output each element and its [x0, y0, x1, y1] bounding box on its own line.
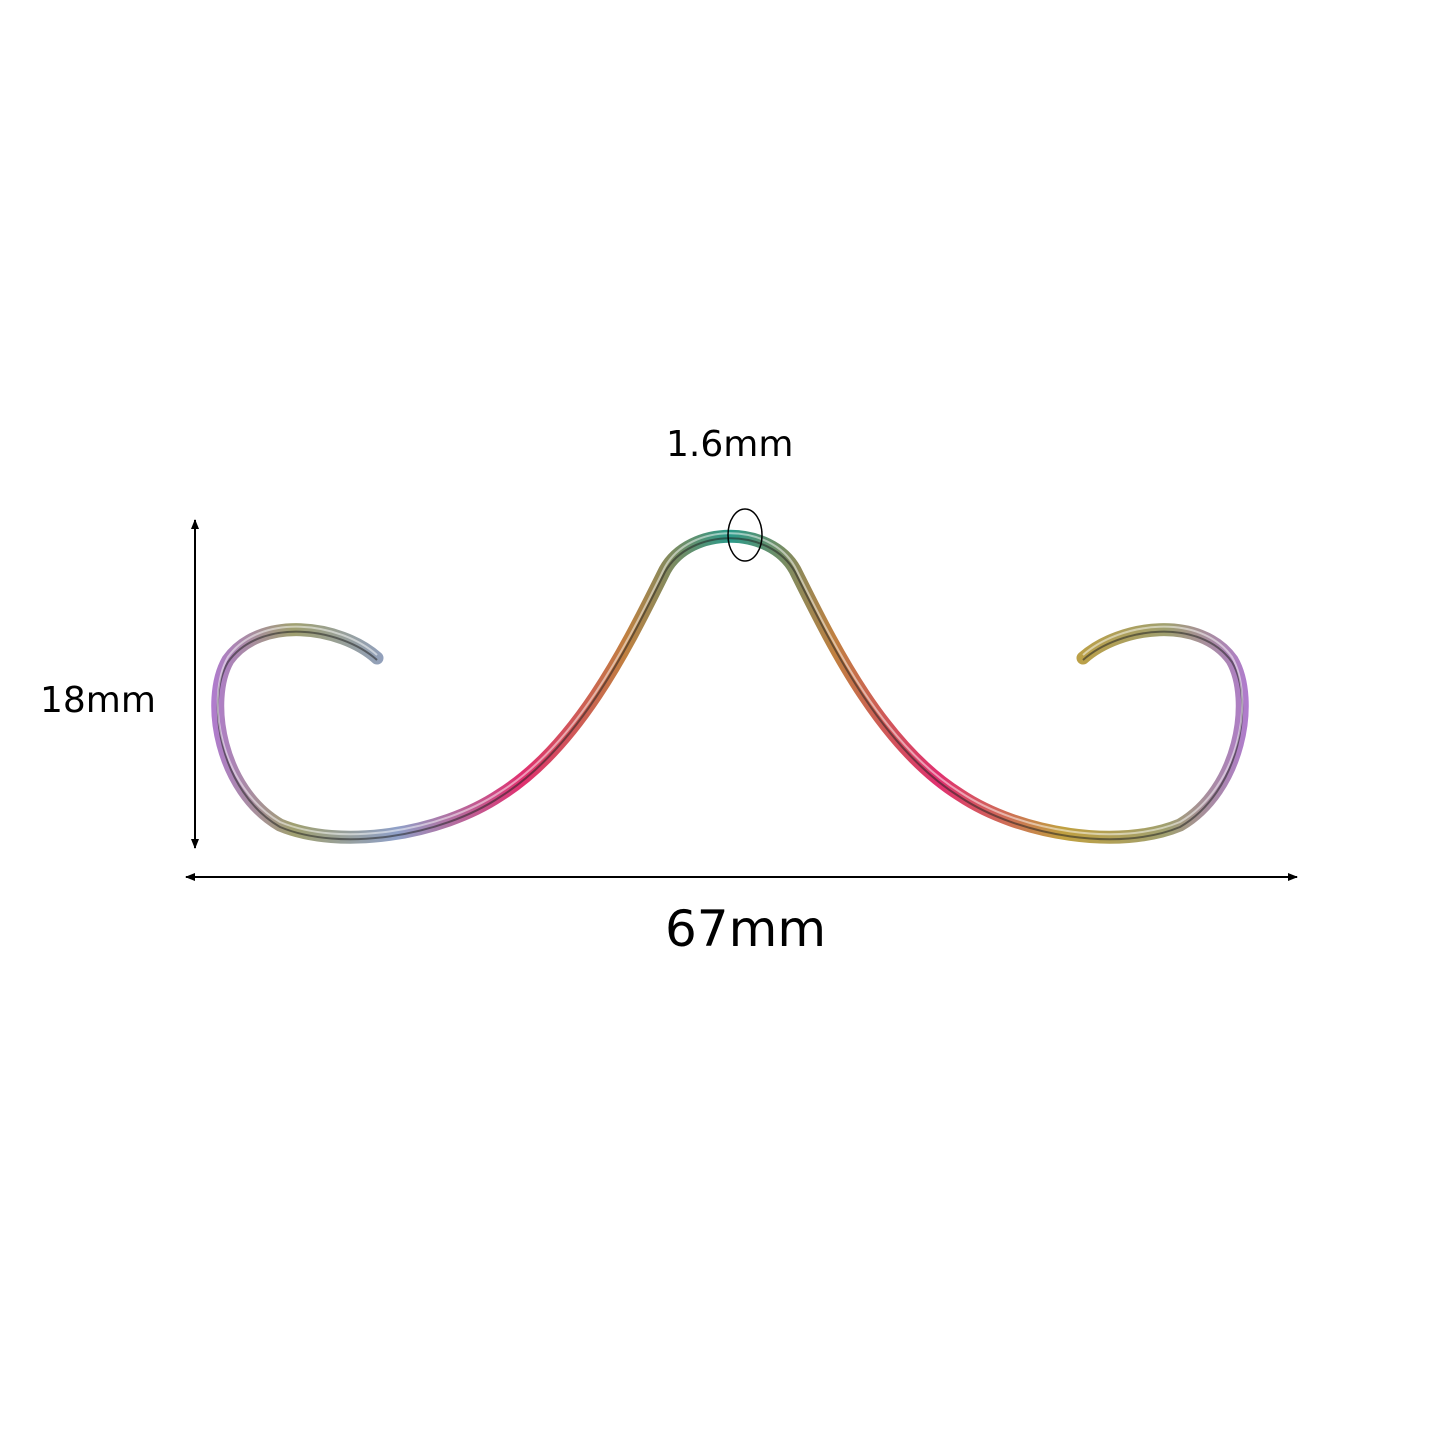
gauge-marker-circle: [727, 508, 763, 562]
moustache-ring: [211, 529, 1249, 844]
height-label: 18mm: [40, 680, 156, 721]
width-label: 67mm: [665, 900, 827, 958]
gauge-label: 1.6mm: [666, 424, 794, 465]
